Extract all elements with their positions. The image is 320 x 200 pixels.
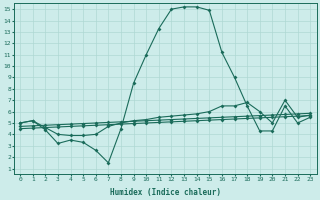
X-axis label: Humidex (Indice chaleur): Humidex (Indice chaleur) — [110, 188, 220, 197]
